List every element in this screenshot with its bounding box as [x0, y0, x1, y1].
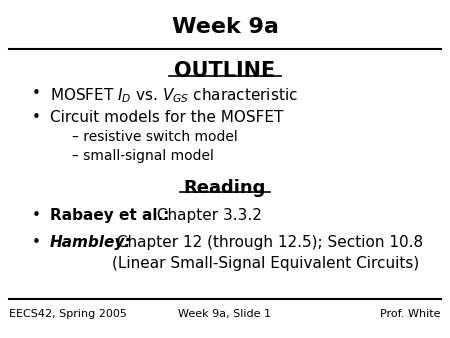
Text: Week 9a: Week 9a — [171, 17, 279, 37]
Text: – small-signal model: – small-signal model — [72, 149, 214, 163]
Text: EECS42, Spring 2005: EECS42, Spring 2005 — [9, 309, 127, 319]
Text: Rabaey et al.:: Rabaey et al.: — [50, 208, 169, 223]
Text: Prof. White: Prof. White — [381, 309, 441, 319]
Text: – resistive switch model: – resistive switch model — [72, 130, 238, 144]
Text: MOSFET $\mathit{I}_D$ vs. $\mathit{V}_{GS}$ characteristic: MOSFET $\mathit{I}_D$ vs. $\mathit{V}_{G… — [50, 86, 297, 105]
Text: •: • — [32, 235, 40, 250]
Text: Week 9a, Slide 1: Week 9a, Slide 1 — [179, 309, 271, 319]
Text: Reading: Reading — [184, 179, 266, 197]
Text: Chapter 3.3.2: Chapter 3.3.2 — [152, 208, 262, 223]
Text: •: • — [32, 110, 40, 125]
Text: OUTLINE: OUTLINE — [175, 61, 275, 81]
Text: •: • — [32, 86, 40, 101]
Text: Hambley:: Hambley: — [50, 235, 131, 250]
Text: Circuit models for the MOSFET: Circuit models for the MOSFET — [50, 110, 283, 125]
Text: •: • — [32, 208, 40, 223]
Text: Chapter 12 (through 12.5); Section 10.8
(Linear Small-Signal Equivalent Circuits: Chapter 12 (through 12.5); Section 10.8 … — [112, 235, 423, 271]
